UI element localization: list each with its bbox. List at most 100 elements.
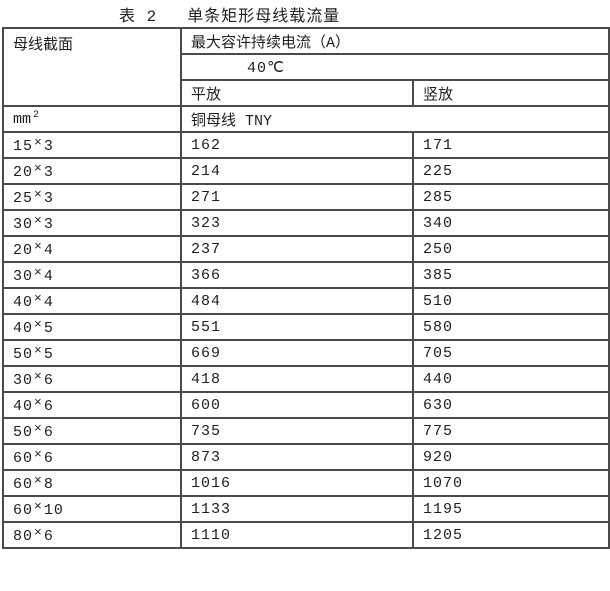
section-cell: 50×5 — [2, 339, 182, 367]
header-max-current: 最大容许持续电流（A） — [179, 27, 610, 55]
multiply-sign: × — [34, 213, 43, 228]
multiply-sign: × — [34, 291, 43, 306]
section-thickness: 6 — [43, 450, 54, 467]
table-row: 50×6 735 775 — [2, 417, 610, 445]
header-material: 铜母线 TNY — [179, 105, 610, 133]
section-thickness: 8 — [43, 476, 54, 493]
flat-current-cell: 418 — [180, 365, 414, 393]
table-row: 60×6 873 920 — [2, 443, 610, 471]
header-vertical: 竖放 — [411, 79, 610, 107]
flat-current-cell: 669 — [180, 339, 414, 367]
section-width: 25 — [13, 190, 34, 207]
vertical-current-cell: 775 — [411, 417, 610, 445]
section-cell: 60×8 — [2, 469, 182, 497]
flat-current-cell: 600 — [180, 391, 414, 419]
section-thickness: 3 — [43, 138, 54, 155]
table-row: 40×5 551 580 — [2, 313, 610, 341]
table-row: 40×4 484 510 — [2, 287, 610, 315]
section-cell: 25×3 — [2, 183, 182, 211]
multiply-sign: × — [34, 447, 43, 462]
table-row: 30×4 366 385 — [2, 261, 610, 289]
flat-current-cell: 162 — [180, 131, 414, 159]
multiply-sign: × — [34, 135, 43, 150]
section-cell: 60×6 — [2, 443, 182, 471]
flat-current-cell: 484 — [180, 287, 414, 315]
header-row-2: 40℃ — [3, 53, 610, 81]
section-width: 40 — [13, 398, 34, 415]
vertical-current-cell: 385 — [411, 261, 610, 289]
flat-current-cell: 1110 — [180, 521, 414, 549]
section-cell: 30×6 — [2, 365, 182, 393]
section-width: 20 — [13, 242, 34, 259]
flat-current-cell: 237 — [180, 235, 414, 263]
section-cell: 40×5 — [2, 313, 182, 341]
table-number-label: 表 2 — [119, 7, 158, 26]
section-cell: 40×6 — [2, 391, 182, 419]
vertical-current-cell: 1070 — [411, 469, 610, 497]
section-width: 50 — [13, 424, 34, 441]
table-row: 40×6 600 630 — [2, 391, 610, 419]
section-cell: 20×3 — [2, 157, 182, 185]
section-width: 30 — [13, 216, 34, 233]
busbar-ampacity-table: 母线截面 最大容许持续电流（A） 40℃ 平放 竖放 mm 2 铜母线 TNY 1… — [2, 27, 610, 549]
section-thickness: 6 — [43, 372, 54, 389]
table-row: 80×6 1110 1205 — [2, 521, 610, 549]
section-thickness: 4 — [43, 242, 54, 259]
vertical-current-cell: 705 — [411, 339, 610, 367]
header-unit: mm 2 — [2, 105, 182, 133]
section-width: 20 — [13, 164, 34, 181]
section-width: 40 — [13, 320, 34, 337]
flat-current-cell: 1016 — [180, 469, 414, 497]
section-width: 30 — [13, 372, 34, 389]
multiply-sign: × — [34, 369, 43, 384]
multiply-sign: × — [34, 161, 43, 176]
header-temperature: 40℃ — [179, 53, 610, 81]
section-width: 60 — [13, 502, 34, 519]
section-cell: 30×3 — [2, 209, 182, 237]
section-width: 60 — [13, 450, 34, 467]
flat-current-cell: 873 — [180, 443, 414, 471]
flat-current-cell: 214 — [180, 157, 414, 185]
section-width: 50 — [13, 346, 34, 363]
section-cell: 30×4 — [2, 261, 182, 289]
section-thickness: 6 — [43, 424, 54, 441]
vertical-current-cell: 580 — [411, 313, 610, 341]
flat-current-cell: 551 — [180, 313, 414, 341]
flat-current-cell: 1133 — [180, 495, 414, 523]
multiply-sign: × — [34, 317, 43, 332]
vertical-current-cell: 630 — [411, 391, 610, 419]
header-row-3: 平放 竖放 — [3, 79, 610, 107]
section-width: 30 — [13, 268, 34, 285]
section-cell: 15×3 — [2, 131, 182, 159]
section-thickness: 4 — [43, 268, 54, 285]
flat-current-cell: 735 — [180, 417, 414, 445]
multiply-sign: × — [34, 239, 43, 254]
flat-current-cell: 323 — [180, 209, 414, 237]
unit-base: mm — [13, 111, 32, 128]
section-cell: 40×4 — [2, 287, 182, 315]
vertical-current-cell: 285 — [411, 183, 610, 211]
vertical-current-cell: 510 — [411, 287, 610, 315]
table-row: 20×3 214 225 — [2, 157, 610, 185]
table-row: 60×10 1133 1195 — [2, 495, 610, 523]
section-width: 60 — [13, 476, 34, 493]
multiply-sign: × — [34, 525, 43, 540]
title-text: 单条矩形母线载流量 — [187, 7, 341, 26]
section-thickness: 6 — [43, 528, 54, 545]
section-width: 15 — [13, 138, 34, 155]
section-thickness: 6 — [43, 398, 54, 415]
section-thickness: 3 — [43, 190, 54, 207]
section-thickness: 5 — [43, 320, 54, 337]
header-flat: 平放 — [180, 79, 414, 107]
table-row: 60×8 1016 1070 — [2, 469, 610, 497]
flat-current-cell: 271 — [180, 183, 414, 211]
multiply-sign: × — [34, 343, 43, 358]
table-body: 母线截面 最大容许持续电流（A） 40℃ 平放 竖放 mm 2 铜母线 TNY 1… — [2, 27, 610, 549]
section-cell: 50×6 — [2, 417, 182, 445]
header-row-1: 母线截面 最大容许持续电流（A） — [2, 27, 610, 107]
table-row: 15×3 162 171 — [2, 131, 610, 159]
section-thickness: 10 — [43, 502, 64, 519]
section-width: 80 — [13, 528, 34, 545]
header-row-4: mm 2 铜母线 TNY — [2, 105, 610, 133]
section-thickness: 5 — [43, 346, 54, 363]
